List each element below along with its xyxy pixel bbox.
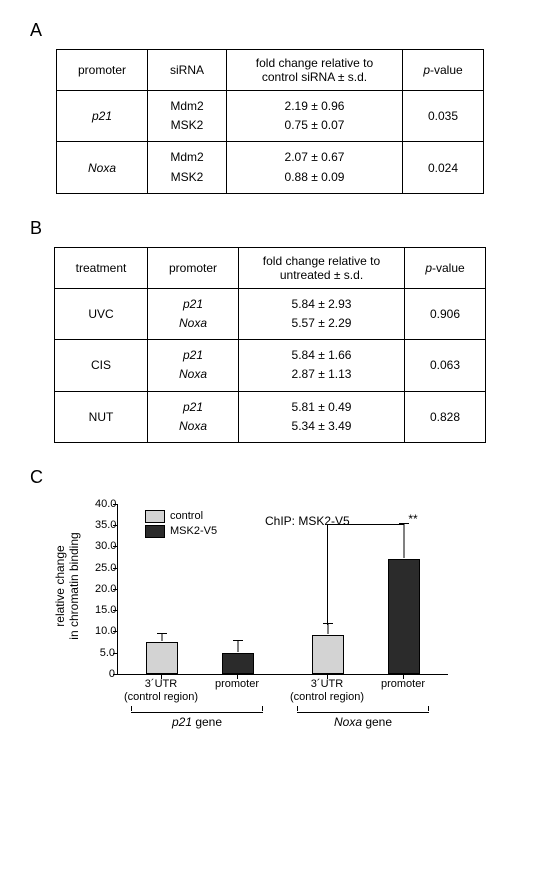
- gene-label: p21 gene: [172, 715, 222, 729]
- cell-pval: 0.035: [403, 91, 484, 142]
- y-tick-label: 5.0: [95, 647, 115, 659]
- y-tick-mark: [113, 674, 118, 675]
- cell-fold-val: 2.87 ± 1.13: [249, 365, 394, 384]
- y-axis-label: relative changein chromatin binding: [53, 532, 81, 639]
- cell-fold: 5.81 ± 0.49 5.34 ± 3.49: [239, 391, 405, 442]
- cell-sirna-val: MSK2: [158, 116, 216, 135]
- panel-label-c: C: [30, 467, 510, 488]
- cell-fold-val: 5.84 ± 2.93: [249, 295, 394, 314]
- sig-bracket: [327, 524, 403, 525]
- cell-fold: 5.84 ± 2.93 5.57 ± 2.29: [239, 288, 405, 339]
- x-axis-label: 3´UTR(control region): [290, 678, 364, 704]
- cell-promoter: Noxa: [57, 142, 148, 193]
- cell-fold-val: 0.75 ± 0.07: [237, 116, 392, 135]
- x-axis-label: 3´UTR(control region): [124, 678, 198, 704]
- cell-pval: 0.024: [403, 142, 484, 193]
- sig-bracket: [403, 524, 404, 525]
- y-tick-label: 20.0: [95, 583, 115, 595]
- x-axis-label: promoter: [215, 678, 259, 691]
- th-pval: p-value: [403, 50, 484, 91]
- cell-promoter-val: p21: [158, 346, 228, 365]
- table-b: treatment promoter fold change relative …: [54, 247, 486, 443]
- table-a: promoter siRNA fold change relative to c…: [56, 49, 484, 194]
- cell-promoter-val: Noxa: [158, 417, 228, 436]
- cell-sirna-val: Mdm2: [158, 97, 216, 116]
- gene-label: Noxa gene: [334, 715, 392, 729]
- y-tick-label: 30.0: [95, 540, 115, 552]
- y-tick-mark: [113, 631, 118, 632]
- cell-fold: 2.19 ± 0.96 0.75 ± 0.07: [227, 91, 403, 142]
- y-tick-mark: [113, 589, 118, 590]
- error-bar: [238, 641, 239, 652]
- cell-fold-val: 5.57 ± 2.29: [249, 314, 394, 333]
- cell-promoter-val: Noxa: [158, 365, 228, 384]
- y-tick-label: 10.0: [95, 625, 115, 637]
- error-bar: [162, 634, 163, 641]
- error-bar: [328, 624, 329, 633]
- y-tick-label: 0: [95, 668, 115, 680]
- y-tick-mark: [113, 546, 118, 547]
- y-tick-mark: [113, 653, 118, 654]
- cell-fold: 2.07 ± 0.67 0.88 ± 0.09: [227, 142, 403, 193]
- th-fold: fold change relative to untreated ± s.d.: [239, 247, 405, 288]
- cell-promoter-val: Noxa: [158, 314, 228, 333]
- y-tick-mark: [113, 610, 118, 611]
- bar: [146, 642, 178, 674]
- cell-fold-val: 0.88 ± 0.09: [237, 168, 392, 187]
- cell-treatment: CIS: [55, 340, 148, 391]
- th-sirna: siRNA: [148, 50, 227, 91]
- cell-pval: 0.906: [405, 288, 486, 339]
- cell-promoter: p21: [57, 91, 148, 142]
- cell-treatment: UVC: [55, 288, 148, 339]
- cell-pval: 0.063: [405, 340, 486, 391]
- cell-promoter: p21 Noxa: [148, 391, 239, 442]
- panel-label-b: B: [30, 218, 510, 239]
- cell-sirna-val: Mdm2: [158, 148, 216, 167]
- y-tick-mark: [113, 504, 118, 505]
- th-treatment: treatment: [55, 247, 148, 288]
- cell-sirna: Mdm2 MSK2: [148, 142, 227, 193]
- cell-fold-val: 5.84 ± 1.66: [249, 346, 394, 365]
- cell-fold-val: 2.07 ± 0.67: [237, 148, 392, 167]
- error-bar: [404, 524, 405, 558]
- cell-promoter-val: p21: [158, 295, 228, 314]
- y-tick-mark: [113, 568, 118, 569]
- error-cap: [157, 633, 167, 634]
- plot-area: [117, 504, 448, 675]
- gene-bracket: [297, 711, 429, 713]
- bar: [312, 635, 344, 674]
- sig-bracket: [327, 524, 328, 626]
- cell-fold: 5.84 ± 1.66 2.87 ± 1.13: [239, 340, 405, 391]
- cell-sirna-val: MSK2: [158, 168, 216, 187]
- bar: [388, 559, 420, 674]
- y-tick-label: 15.0: [95, 604, 115, 616]
- th-promoter: promoter: [57, 50, 148, 91]
- cell-promoter: p21 Noxa: [148, 340, 239, 391]
- cell-promoter: p21 Noxa: [148, 288, 239, 339]
- panel-label-a: A: [30, 20, 510, 41]
- cell-treatment: NUT: [55, 391, 148, 442]
- cell-sirna: Mdm2 MSK2: [148, 91, 227, 142]
- th-fold: fold change relative to control siRNA ± …: [227, 50, 403, 91]
- bar: [222, 653, 254, 673]
- y-tick-label: 40.0: [95, 498, 115, 510]
- cell-promoter-val: p21: [158, 398, 228, 417]
- bar-chart: relative changein chromatin binding cont…: [55, 496, 485, 756]
- cell-fold-val: 2.19 ± 0.96: [237, 97, 392, 116]
- error-cap: [233, 640, 243, 641]
- cell-pval: 0.828: [405, 391, 486, 442]
- cell-fold-val: 5.34 ± 3.49: [249, 417, 394, 436]
- th-promoter: promoter: [148, 247, 239, 288]
- significance-marker: **: [408, 512, 417, 526]
- error-cap: [323, 623, 333, 624]
- y-tick-label: 35.0: [95, 519, 115, 531]
- gene-bracket: [131, 711, 263, 713]
- y-tick-mark: [113, 525, 118, 526]
- cell-fold-val: 5.81 ± 0.49: [249, 398, 394, 417]
- x-axis-label: promoter: [381, 678, 425, 691]
- th-pval: p-value: [405, 247, 486, 288]
- y-tick-label: 25.0: [95, 562, 115, 574]
